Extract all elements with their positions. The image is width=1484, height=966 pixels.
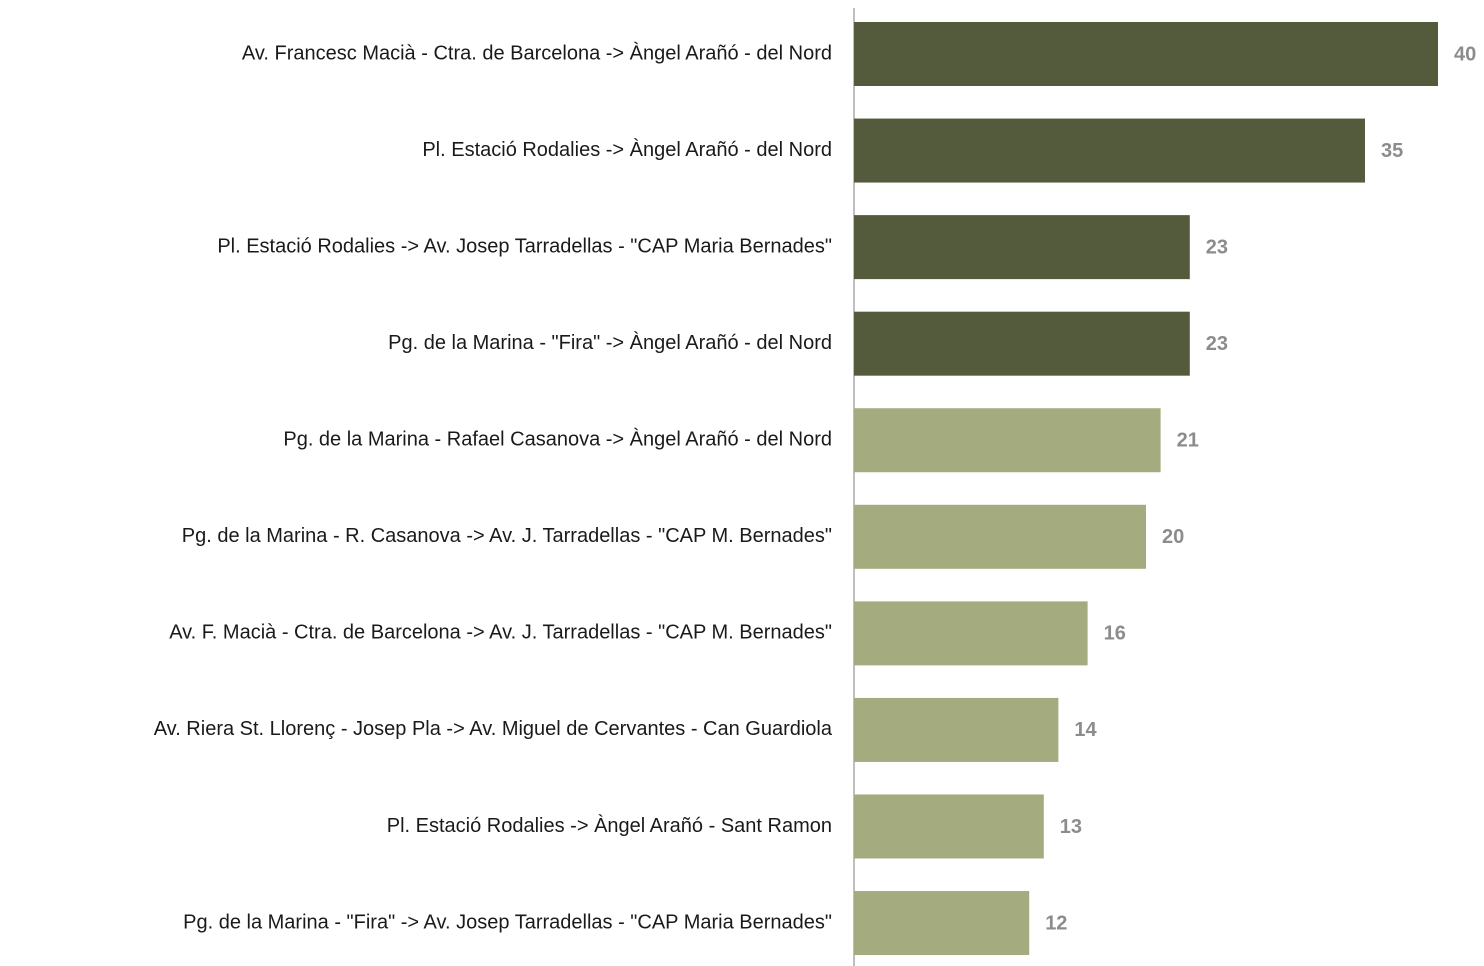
category-label: Av. Riera St. Llorenç - Josep Pla -> Av.…: [154, 718, 833, 740]
value-label: 23: [1206, 236, 1228, 258]
bar: [854, 504, 1146, 569]
bar: [854, 408, 1161, 473]
bar: [854, 794, 1044, 859]
value-label: 20: [1162, 526, 1184, 548]
value-label: 12: [1045, 912, 1067, 934]
category-label: Pl. Estació Rodalies -> Av. Josep Tarrad…: [217, 235, 832, 257]
value-label: 16: [1104, 623, 1126, 645]
bar: [854, 891, 1030, 956]
bar: [854, 601, 1088, 666]
category-label: Av. Francesc Macià - Ctra. de Barcelona …: [242, 41, 832, 64]
category-label: Pg. de la Marina - "Fira" -> Àngel Arañó…: [388, 331, 832, 354]
category-label: Pl. Estació Rodalies -> Àngel Arañó - Sa…: [387, 814, 832, 837]
category-label: Pg. de la Marina - R. Casanova -> Av. J.…: [182, 525, 832, 547]
category-label: Pg. de la Marina - Rafael Casanova -> Àn…: [283, 428, 832, 451]
bar: [854, 311, 1190, 376]
category-label: Pg. de la Marina - "Fira" -> Av. Josep T…: [183, 911, 832, 933]
bar: [854, 22, 1438, 86]
value-label: 21: [1177, 430, 1199, 452]
value-label: 14: [1074, 719, 1097, 741]
value-label: 40: [1454, 43, 1476, 65]
value-label: 23: [1206, 333, 1228, 355]
bar: [854, 215, 1190, 280]
bar: [854, 118, 1365, 183]
bar: [854, 697, 1059, 762]
category-label: Pl. Estació Rodalies -> Àngel Arañó - de…: [422, 138, 832, 161]
value-label: 35: [1381, 140, 1403, 162]
value-label: 13: [1060, 816, 1082, 838]
category-label: Av. F. Macià - Ctra. de Barcelona -> Av.…: [169, 622, 832, 644]
